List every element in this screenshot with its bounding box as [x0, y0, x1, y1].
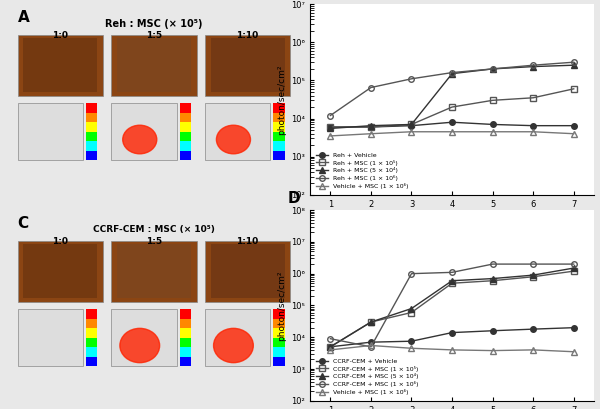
- FancyBboxPatch shape: [179, 309, 191, 319]
- FancyBboxPatch shape: [273, 151, 284, 160]
- FancyBboxPatch shape: [273, 132, 284, 142]
- FancyBboxPatch shape: [86, 328, 97, 338]
- Text: 1:0: 1:0: [52, 31, 68, 40]
- FancyBboxPatch shape: [205, 35, 290, 96]
- Text: C: C: [17, 216, 29, 231]
- FancyBboxPatch shape: [86, 347, 97, 357]
- FancyBboxPatch shape: [179, 142, 191, 151]
- Text: 1:0: 1:0: [52, 237, 68, 246]
- FancyBboxPatch shape: [179, 132, 191, 142]
- Y-axis label: photon/sec/cm²: photon/sec/cm²: [277, 64, 286, 135]
- FancyBboxPatch shape: [86, 113, 97, 122]
- Text: 1:5: 1:5: [146, 31, 162, 40]
- Ellipse shape: [214, 328, 253, 363]
- FancyBboxPatch shape: [273, 347, 284, 357]
- FancyBboxPatch shape: [112, 35, 197, 96]
- FancyBboxPatch shape: [179, 103, 191, 113]
- Y-axis label: photon/sec/cm²: photon/sec/cm²: [277, 270, 286, 341]
- FancyBboxPatch shape: [205, 309, 271, 366]
- FancyBboxPatch shape: [273, 338, 284, 347]
- Text: 1:5: 1:5: [146, 237, 162, 246]
- FancyBboxPatch shape: [117, 38, 191, 92]
- FancyBboxPatch shape: [86, 142, 97, 151]
- FancyBboxPatch shape: [273, 122, 284, 132]
- FancyBboxPatch shape: [211, 245, 284, 298]
- Text: Reh : MSC (× 10⁵): Reh : MSC (× 10⁵): [105, 19, 203, 29]
- FancyBboxPatch shape: [86, 319, 97, 328]
- FancyBboxPatch shape: [273, 309, 284, 319]
- Ellipse shape: [123, 125, 157, 154]
- FancyBboxPatch shape: [112, 240, 197, 302]
- FancyBboxPatch shape: [17, 240, 103, 302]
- FancyBboxPatch shape: [86, 151, 97, 160]
- Text: D: D: [287, 191, 300, 206]
- Ellipse shape: [120, 328, 160, 363]
- FancyBboxPatch shape: [273, 357, 284, 366]
- FancyBboxPatch shape: [86, 132, 97, 142]
- FancyBboxPatch shape: [112, 309, 176, 366]
- FancyBboxPatch shape: [205, 240, 290, 302]
- FancyBboxPatch shape: [86, 338, 97, 347]
- Text: CCRF-CEM : MSC (× 10⁵): CCRF-CEM : MSC (× 10⁵): [93, 225, 215, 234]
- FancyBboxPatch shape: [86, 309, 97, 319]
- FancyBboxPatch shape: [117, 245, 191, 298]
- FancyBboxPatch shape: [17, 35, 103, 96]
- FancyBboxPatch shape: [86, 357, 97, 366]
- FancyBboxPatch shape: [86, 103, 97, 113]
- FancyBboxPatch shape: [211, 38, 284, 92]
- FancyBboxPatch shape: [273, 328, 284, 338]
- Text: 1:10: 1:10: [236, 237, 259, 246]
- FancyBboxPatch shape: [273, 113, 284, 122]
- FancyBboxPatch shape: [112, 103, 176, 160]
- FancyBboxPatch shape: [179, 328, 191, 338]
- Legend: CCRF-CEM + Vehicle, CCRF-CEM + MSC (1 × 10⁵), CCRF-CEM + MSC (5 × 10⁴), CCRF-CEM: CCRF-CEM + Vehicle, CCRF-CEM + MSC (1 × …: [313, 356, 421, 398]
- FancyBboxPatch shape: [179, 113, 191, 122]
- FancyBboxPatch shape: [17, 309, 83, 366]
- FancyBboxPatch shape: [179, 122, 191, 132]
- X-axis label: Weeks after cell inoculation: Weeks after cell inoculation: [394, 214, 510, 223]
- Legend: Reh + Vehicle, Reh + MSC (1 × 10⁵), Reh + MSC (5 × 10⁴), Reh + MSC (1 × 10⁶), Ve: Reh + Vehicle, Reh + MSC (1 × 10⁵), Reh …: [313, 150, 411, 192]
- FancyBboxPatch shape: [17, 103, 83, 160]
- FancyBboxPatch shape: [273, 142, 284, 151]
- Text: A: A: [17, 10, 29, 25]
- FancyBboxPatch shape: [179, 319, 191, 328]
- FancyBboxPatch shape: [179, 347, 191, 357]
- FancyBboxPatch shape: [205, 103, 271, 160]
- Text: 1:10: 1:10: [236, 31, 259, 40]
- FancyBboxPatch shape: [86, 122, 97, 132]
- FancyBboxPatch shape: [23, 38, 97, 92]
- FancyBboxPatch shape: [273, 319, 284, 328]
- FancyBboxPatch shape: [179, 151, 191, 160]
- FancyBboxPatch shape: [179, 338, 191, 347]
- FancyBboxPatch shape: [273, 103, 284, 113]
- Ellipse shape: [217, 125, 250, 154]
- FancyBboxPatch shape: [23, 245, 97, 298]
- FancyBboxPatch shape: [179, 357, 191, 366]
